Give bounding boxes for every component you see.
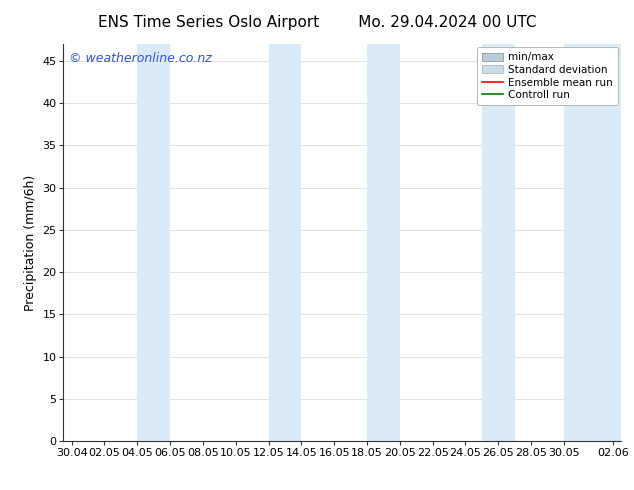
Bar	[367, 44, 400, 441]
Bar	[482, 44, 515, 441]
Legend: min/max, Standard deviation, Ensemble mean run, Controll run: min/max, Standard deviation, Ensemble me…	[477, 47, 618, 105]
Bar	[564, 44, 621, 441]
Bar	[269, 44, 301, 441]
Text: © weatheronline.co.nz: © weatheronline.co.nz	[69, 52, 212, 65]
Y-axis label: Precipitation (mm/6h): Precipitation (mm/6h)	[24, 174, 37, 311]
Text: ENS Time Series Oslo Airport        Mo. 29.04.2024 00 UTC: ENS Time Series Oslo Airport Mo. 29.04.2…	[98, 15, 536, 30]
Bar	[137, 44, 170, 441]
